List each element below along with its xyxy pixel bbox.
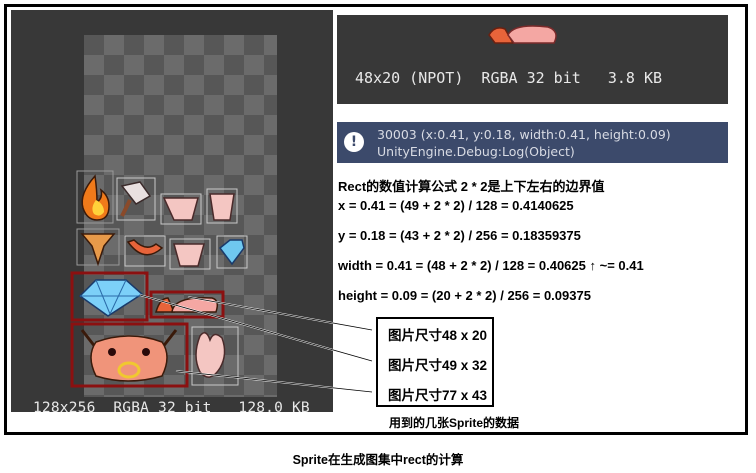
sprite-size-box: 图片尺寸48 x 20 图片尺寸49 x 32 图片尺寸77 x 43 (376, 317, 494, 407)
sprite-cup-icon (206, 188, 238, 224)
sprite-rabbit-icon (191, 326, 239, 386)
sprite-bag-icon (169, 238, 211, 270)
sprite-pink-piece-icon (149, 290, 225, 319)
formula-width: width = 0.41 = (48 + 2 * 2) / 128 = 0.40… (338, 258, 644, 273)
info-icon: ! (344, 132, 364, 152)
size-label-2: 图片尺寸49 x 32 (388, 358, 488, 373)
sprite-diamond-icon (70, 271, 149, 322)
preview-info-text: 48x20 (NPOT) RGBA 32 bit 3.8 KB (355, 69, 663, 87)
console-line-1: 30003 (x:0.41, y:0.18, width:0.41, heigh… (377, 127, 671, 142)
formula-x: x = 0.41 = (49 + 2 * 2) / 128 = 0.414062… (338, 198, 574, 213)
sprite-bowl-icon (124, 235, 166, 267)
figure-caption: Sprite在生成图集中rect的计算 (292, 453, 464, 467)
formula-height: height = 0.09 = (20 + 2 * 2) / 256 = 0.0… (338, 288, 591, 303)
sprite-bull-face-icon (70, 322, 189, 388)
console-line-2: UnityEngine.Debug:Log(Object) (377, 144, 575, 159)
formula-y: y = 0.18 = (43 + 2 * 2) / 256 = 0.183593… (338, 228, 581, 243)
sprite-fire-icon (76, 170, 114, 224)
size-label-3: 图片尺寸77 x 43 (388, 388, 488, 403)
sprite-note: 用到的几张Sprite的数据 (389, 416, 520, 430)
sprite-axe-icon (116, 177, 156, 221)
size-label-1: 图片尺寸48 x 20 (388, 328, 488, 343)
atlas-info-text: 128x256 RGBA 32 bit 128.0 KB (33, 400, 310, 416)
sprite-horn-icon (76, 228, 120, 267)
outer-frame (4, 4, 748, 435)
sprite-shield-icon (160, 193, 202, 225)
console-log-entry[interactable]: ! 30003 (x:0.41, y:0.18, width:0.41, hei… (337, 122, 728, 163)
preview-sprite (488, 25, 557, 44)
formula-title: Rect的数值计算公式 2 * 2是上下左右的边界值 (338, 179, 605, 194)
sprite-diamond-small-icon (216, 235, 248, 269)
